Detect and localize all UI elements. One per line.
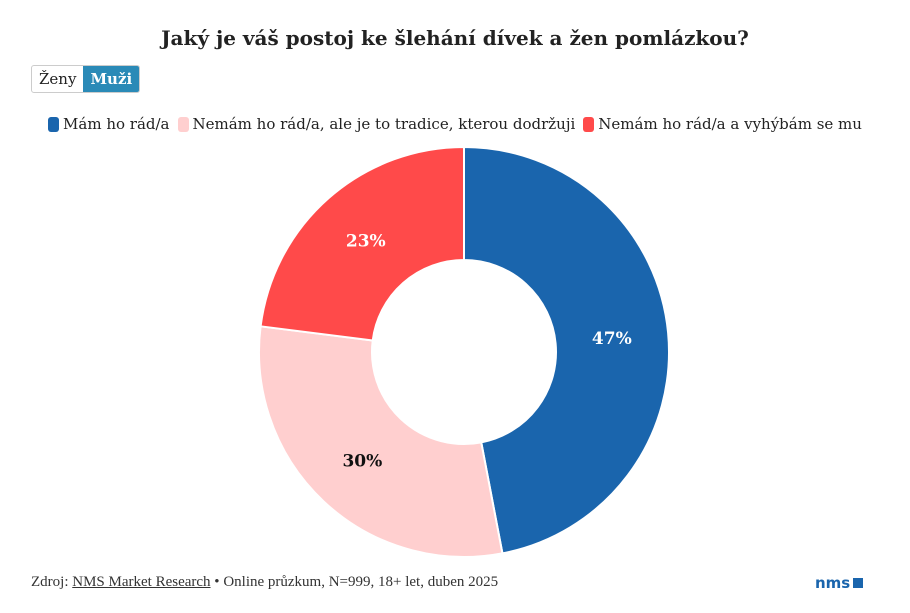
source-link[interactable]: NMS Market Research bbox=[72, 574, 211, 590]
chart-title: Jaký je váš postoj ke šlehání dívek a že… bbox=[161, 26, 749, 50]
legend-item-1[interactable]: Nemám ho rád/a, ale je to tradice, ktero… bbox=[177, 115, 576, 133]
legend: Mám ho rád/a Nemám ho rád/a, ale je to t… bbox=[0, 115, 910, 133]
legend-item-2[interactable]: Nemám ho rád/a a vyhýbám se mu bbox=[583, 115, 862, 133]
footer: Zdroj: NMS Market Research • Online průz… bbox=[31, 574, 498, 591]
legend-item-0[interactable]: Mám ho rád/a bbox=[48, 115, 170, 133]
toggle-muzi[interactable]: Muži bbox=[83, 66, 140, 92]
toggle-zeny[interactable]: Ženy bbox=[39, 70, 77, 88]
legend-swatch bbox=[48, 116, 60, 132]
legend-swatch bbox=[177, 116, 189, 132]
data-label-1: 30% bbox=[342, 451, 382, 471]
legend-swatch bbox=[583, 116, 595, 132]
nms-logo: nms bbox=[815, 574, 864, 592]
legend-label: Mám ho rád/a bbox=[63, 115, 170, 133]
data-label-0: 47% bbox=[592, 329, 632, 349]
source-prefix: Zdroj: bbox=[31, 574, 73, 590]
slice-2[interactable] bbox=[259, 145, 465, 342]
source-text: Online průzkum, N=999, 18+ let, duben 20… bbox=[223, 574, 499, 590]
legend-label: Nemám ho rád/a, ale je to tradice, ktero… bbox=[192, 115, 576, 133]
data-label-2: 23% bbox=[346, 232, 386, 252]
legend-label: Nemám ho rád/a a vyhýbám se mu bbox=[598, 115, 862, 133]
gender-toggle[interactable]: Ženy Muži bbox=[31, 65, 141, 93]
separator: • bbox=[210, 574, 224, 590]
slice-0[interactable] bbox=[463, 145, 670, 555]
slice-1[interactable] bbox=[258, 325, 504, 558]
